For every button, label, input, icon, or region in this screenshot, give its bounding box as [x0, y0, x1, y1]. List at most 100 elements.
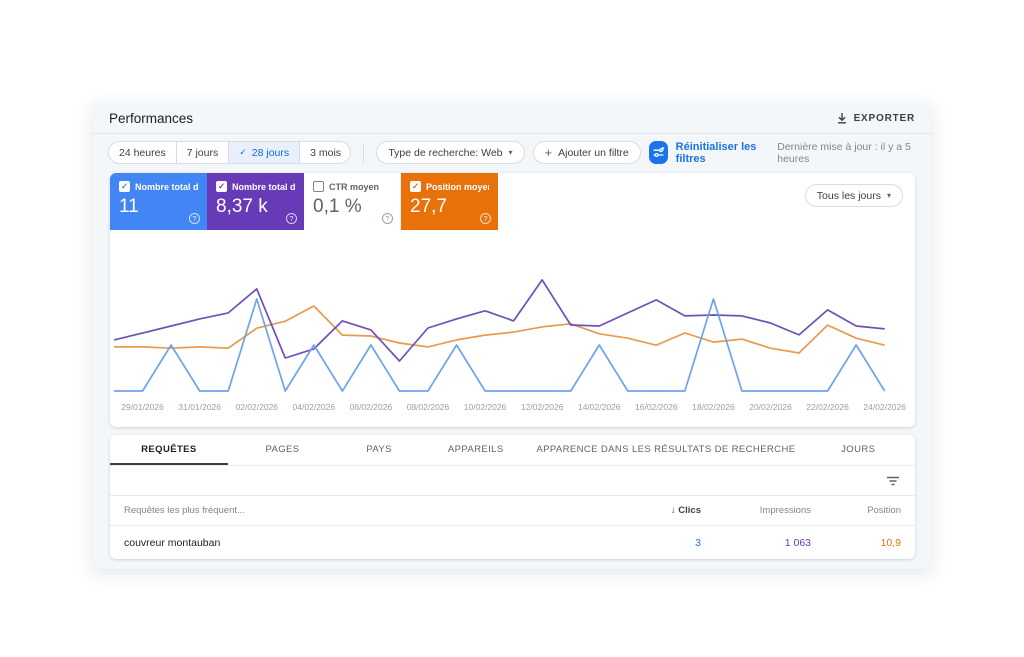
range-3m-label: 3 mois — [310, 146, 342, 159]
range-7j[interactable]: 7 jours — [175, 142, 229, 163]
filter-bar: 24 heures 7 jours ✓ 28 jours 3 mois Plus… — [93, 134, 931, 171]
chevron-down-icon: ▾ — [886, 191, 891, 200]
metric-header: ✓ Nombre total d'im... — [216, 181, 295, 192]
metric-header: CTR moyen — [313, 181, 391, 192]
tune-icon — [653, 146, 665, 157]
granularity-label: Tous les jours — [816, 189, 881, 202]
x-tick-label: 04/02/2026 — [292, 402, 336, 412]
table-filter-row — [110, 466, 915, 496]
clics-cell: 3 — [695, 536, 701, 549]
x-tick-label: 14/02/2026 — [577, 402, 621, 412]
series-clics — [114, 298, 886, 392]
metric-value: 8,37 k — [216, 196, 268, 217]
x-tick-label: 08/02/2026 — [406, 402, 450, 412]
download-icon — [837, 113, 846, 124]
export-label: EXPORTER — [853, 112, 915, 124]
metric-label: CTR moyen — [329, 181, 380, 192]
col-impressions-header[interactable]: Impressions — [759, 505, 811, 516]
x-tick-label: 20/02/2026 — [749, 402, 792, 412]
x-tick-label: 02/02/2026 — [235, 402, 279, 412]
sort-down-icon: ↓ — [670, 505, 676, 516]
series-position-moyenne — [114, 305, 885, 354]
filter-settings-button[interactable] — [648, 141, 668, 164]
series-impressions — [113, 279, 885, 362]
export-button[interactable]: EXPORTER — [836, 112, 915, 124]
checkbox-checked-icon[interactable]: ✓ — [410, 181, 421, 192]
metric-header: ✓ Nombre total de c... — [119, 181, 198, 192]
query-cell[interactable]: couvreur montauban — [124, 536, 221, 549]
page-header: Performances EXPORTER — [93, 103, 931, 134]
tab-appareils[interactable]: APPAREILS — [447, 443, 504, 455]
metric-label: Position moyenne — [426, 181, 489, 192]
tab-pages[interactable]: PAGES — [265, 443, 300, 455]
metric-total-clicks[interactable]: ✓ Nombre total de c... 11 ? — [110, 173, 207, 230]
x-tick-label: 29/01/2026 — [121, 402, 164, 412]
checkbox-unchecked-icon[interactable] — [313, 181, 324, 192]
metric-avg-position[interactable]: ✓ Position moyenne 27,7 ? — [401, 173, 498, 230]
check-icon: ✓ — [120, 181, 129, 191]
checkbox-checked-icon[interactable]: ✓ — [216, 181, 227, 192]
search-type-filter[interactable]: Type de recherche: Web ▾ — [376, 141, 525, 164]
x-tick-label: 16/02/2026 — [635, 402, 678, 412]
filter-list-icon[interactable] — [886, 475, 900, 487]
check-icon: ✓ — [239, 147, 247, 157]
range-24h[interactable]: 24 heures — [109, 142, 176, 163]
x-tick-label: 10/02/2026 — [463, 402, 507, 412]
x-tick-label: 31/01/2026 — [178, 402, 221, 412]
metric-total-impressions[interactable]: ✓ Nombre total d'im... 8,37 k ? — [207, 173, 304, 230]
metric-value: 11 — [119, 196, 139, 217]
metric-value: 0,1 % — [313, 196, 362, 217]
help-icon[interactable]: ? — [480, 213, 491, 224]
chevron-down-icon: ▾ — [508, 148, 513, 157]
performance-panel: Performances EXPORTER 24 heures 7 jours … — [93, 103, 931, 569]
date-range-group: 24 heures 7 jours ✓ 28 jours 3 mois Plus… — [108, 141, 352, 164]
metric-label: Nombre total de c... — [135, 181, 198, 192]
tab-requetes[interactable]: REQUÊTES — [110, 435, 228, 465]
col-clics-header[interactable]: ↓ Clics — [625, 505, 715, 516]
range-3m[interactable]: 3 mois — [299, 142, 350, 163]
x-tick-label: 18/02/2026 — [692, 402, 735, 412]
check-icon: ✓ — [411, 181, 420, 191]
range-28j-label: 28 jours — [251, 146, 290, 159]
metric-label: Nombre total d'im... — [232, 181, 295, 192]
x-tick-label: 12/02/2026 — [520, 402, 564, 412]
metric-header: ✓ Position moyenne — [410, 181, 489, 192]
page-title: Performances — [109, 110, 194, 126]
reset-filters-link[interactable]: Réinitialiser les filtres — [675, 140, 757, 165]
checkbox-checked-icon[interactable]: ✓ — [119, 181, 130, 192]
tab-jours[interactable]: JOURS — [841, 443, 876, 455]
help-icon[interactable]: ? — [286, 213, 297, 224]
last-update-text: Dernière mise à jour : il y a 5 heures — [777, 140, 911, 165]
position-cell: 10,9 — [880, 536, 901, 549]
plus-icon: + — [544, 145, 553, 160]
tab-pays[interactable]: PAYS — [366, 443, 392, 455]
dimensions-table-card: REQUÊTES PAGES PAYS APPAREILS APPARENCE … — [110, 435, 915, 559]
range-28j[interactable]: ✓ 28 jours — [228, 142, 300, 163]
metric-cards: ✓ Nombre total de c... 11 ? ✓ Nombre tot… — [110, 173, 915, 230]
x-tick-label: 22/02/2026 — [806, 402, 849, 412]
metric-value: 27,7 — [410, 196, 447, 217]
dimension-tabs: REQUÊTES PAGES PAYS APPAREILS APPARENCE … — [110, 435, 915, 466]
table-row[interactable]: couvreur montauban 3 1 063 10,9 — [110, 526, 915, 559]
search-type-label: Type de recherche: Web — [388, 146, 503, 159]
x-axis-labels: 29/01/2026 31/01/2026 02/02/2026 04/02/2026… — [110, 402, 915, 416]
col-queries-header[interactable]: Requêtes les plus fréquent... — [124, 505, 245, 516]
range-24h-label: 24 heures — [119, 146, 166, 159]
granularity-dropdown[interactable]: Tous les jours ▾ — [804, 184, 903, 207]
clics-label: Clics — [678, 505, 701, 516]
divider — [363, 142, 365, 163]
help-icon[interactable]: ? — [189, 213, 200, 224]
col-position-header[interactable]: Position — [867, 505, 901, 516]
help-icon[interactable]: ? — [382, 213, 393, 224]
tab-apparence[interactable]: APPARENCE DANS LES RÉSULTATS DE RECHERCH… — [536, 443, 796, 455]
chart-card: ✓ Nombre total de c... 11 ? ✓ Nombre tot… — [110, 173, 915, 427]
x-tick-label: 06/02/2026 — [349, 402, 393, 412]
impressions-cell: 1 063 — [784, 536, 811, 549]
performance-line-chart[interactable] — [110, 268, 915, 403]
add-filter-label: Ajouter un filtre — [558, 146, 629, 159]
check-icon: ✓ — [217, 181, 226, 191]
metric-avg-ctr[interactable]: CTR moyen 0,1 % ? — [304, 173, 401, 230]
x-tick-label: 24/02/2026 — [863, 402, 906, 412]
range-7j-label: 7 jours — [186, 146, 219, 159]
add-filter-button[interactable]: + Ajouter un filtre — [532, 141, 641, 164]
